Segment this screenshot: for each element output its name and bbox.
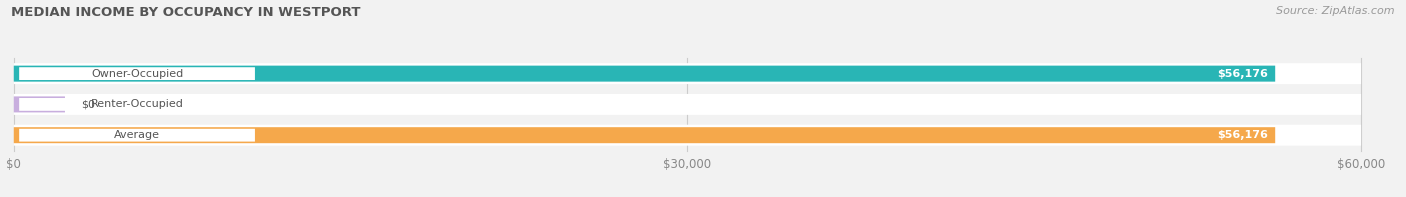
FancyBboxPatch shape <box>20 67 254 80</box>
Text: Renter-Occupied: Renter-Occupied <box>90 99 183 109</box>
FancyBboxPatch shape <box>14 127 1275 143</box>
Text: MEDIAN INCOME BY OCCUPANCY IN WESTPORT: MEDIAN INCOME BY OCCUPANCY IN WESTPORT <box>11 6 361 19</box>
FancyBboxPatch shape <box>14 66 1275 82</box>
Text: Average: Average <box>114 130 160 140</box>
FancyBboxPatch shape <box>14 94 1361 115</box>
Text: Source: ZipAtlas.com: Source: ZipAtlas.com <box>1277 6 1395 16</box>
FancyBboxPatch shape <box>20 98 254 111</box>
FancyBboxPatch shape <box>14 125 1361 146</box>
FancyBboxPatch shape <box>14 96 65 112</box>
Text: $56,176: $56,176 <box>1218 69 1268 79</box>
FancyBboxPatch shape <box>14 63 1361 84</box>
Text: $0: $0 <box>82 99 96 109</box>
FancyBboxPatch shape <box>20 129 254 142</box>
Text: Owner-Occupied: Owner-Occupied <box>91 69 183 79</box>
Text: $56,176: $56,176 <box>1218 130 1268 140</box>
